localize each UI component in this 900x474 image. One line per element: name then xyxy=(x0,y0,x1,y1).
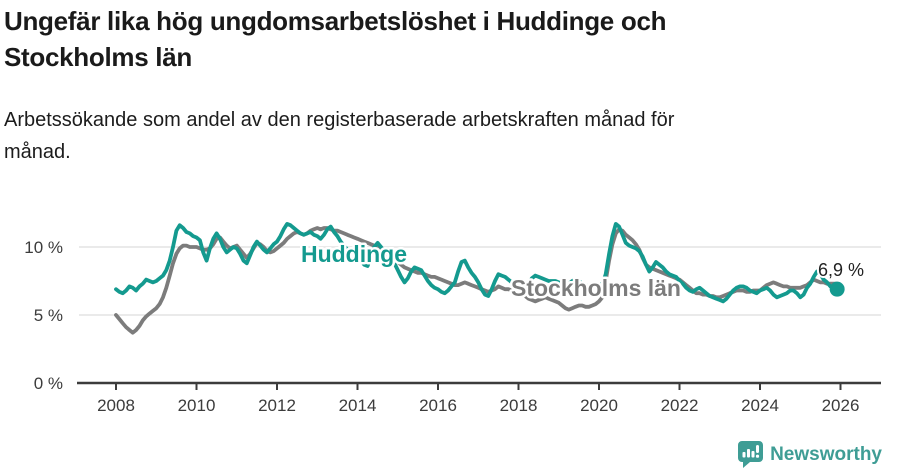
x-tick-label: 2016 xyxy=(419,396,457,415)
huddinge-series-label: Huddinge xyxy=(301,241,407,267)
stockholms-l-n-series-label: Stockholms län xyxy=(511,275,681,301)
x-tick-label: 2020 xyxy=(580,396,618,415)
x-tick-label: 2010 xyxy=(178,396,216,415)
latest-value-dot xyxy=(829,281,845,297)
chart-title: Ungefär lika hög ungdomsarbetslöshet i H… xyxy=(4,6,667,72)
y-tick-label: 5 % xyxy=(34,306,63,325)
x-tick-label: 2026 xyxy=(822,396,860,415)
huddinge-line xyxy=(114,221,839,304)
x-tick-label: 2014 xyxy=(339,396,377,415)
y-tick-label: 10 % xyxy=(24,238,63,257)
latest-value-label: 6,9 % xyxy=(818,260,864,280)
y-tick-label: 0 % xyxy=(34,374,63,393)
x-tick-label: 2012 xyxy=(258,396,296,415)
x-tick-label: 2022 xyxy=(661,396,699,415)
x-tick-label: 2008 xyxy=(97,396,135,415)
chart-subtitle: Arbetssökande som andel av den registerb… xyxy=(4,109,675,163)
newsworthy-brand: Newsworthy xyxy=(738,441,882,468)
x-tick-label: 2024 xyxy=(741,396,779,415)
newsworthy-logo-icon xyxy=(738,441,764,468)
newsworthy-brand-text: Newsworthy xyxy=(770,443,882,465)
x-tick-label: 2018 xyxy=(500,396,538,415)
